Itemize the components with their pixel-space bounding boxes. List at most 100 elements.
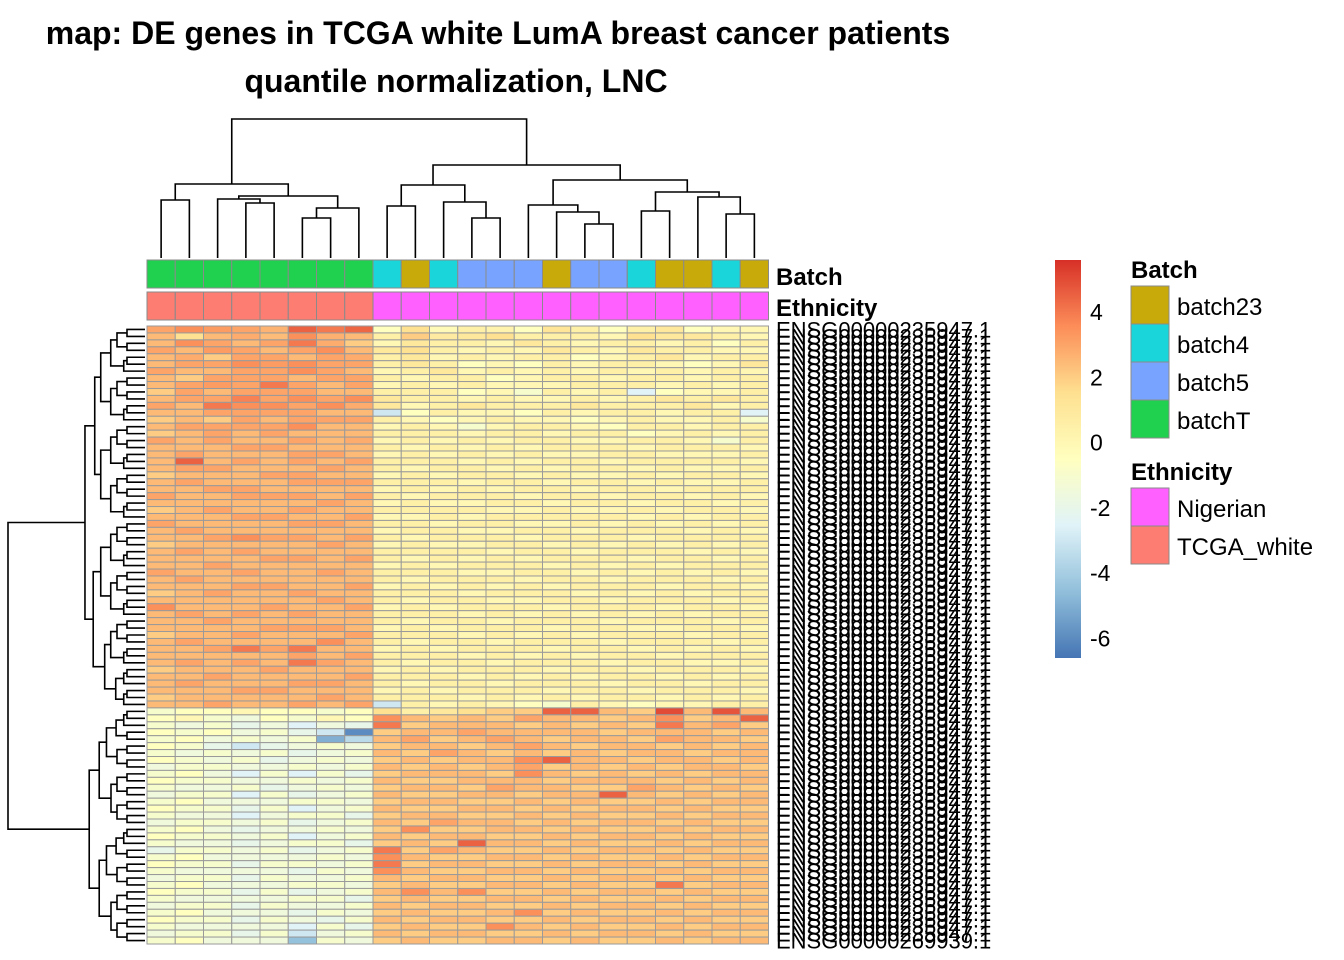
heatmap-cell — [429, 512, 459, 521]
heatmap-cell — [287, 533, 317, 542]
row-label: ENSG00000235947.1 — [776, 866, 991, 891]
heatmap-cell — [429, 610, 459, 619]
heatmap-cell — [259, 762, 289, 771]
heatmap-cell — [626, 450, 656, 459]
heatmap-cell — [655, 429, 685, 438]
heatmap-cell — [570, 387, 600, 396]
heatmap-cell — [203, 881, 233, 889]
heatmap-cell — [174, 742, 204, 751]
heatmap-cell — [429, 860, 459, 869]
heatmap-cell — [174, 429, 204, 438]
color-tick-label: -2 — [1090, 495, 1110, 521]
heatmap-cell — [626, 769, 656, 778]
heatmap-cell — [231, 596, 261, 605]
heatmap-cell — [174, 568, 204, 577]
heatmap-cell — [203, 846, 233, 855]
heatmap-cell — [344, 582, 374, 591]
ethnicity-annotation-cell — [344, 291, 374, 321]
heatmap-cell — [316, 700, 346, 709]
heatmap-cell — [570, 693, 600, 702]
heatmap-cell — [485, 693, 515, 702]
heatmap-cell — [542, 936, 572, 945]
heatmap-cell — [287, 575, 317, 584]
heatmap-cell — [683, 929, 713, 938]
heatmap-cell — [513, 665, 543, 674]
heatmap-cell — [542, 929, 572, 938]
heatmap-cell — [683, 353, 713, 362]
heatmap-cell — [683, 707, 713, 716]
heatmap-cell — [626, 457, 656, 466]
heatmap-cell — [231, 374, 261, 383]
heatmap-cell — [372, 603, 402, 612]
row-label: ENSG00000235947.1 — [776, 616, 991, 641]
heatmap-cell — [259, 332, 289, 341]
heatmap-cell — [372, 783, 402, 792]
heatmap-cell — [457, 499, 487, 508]
heatmap-cell — [626, 922, 656, 931]
heatmap-cell — [457, 436, 487, 445]
heatmap-cell — [513, 624, 543, 633]
heatmap-cell — [542, 901, 572, 910]
dendrogram-link — [126, 918, 145, 928]
heatmap-cell — [203, 901, 233, 910]
heatmap-cell — [683, 367, 713, 376]
heatmap-cell — [146, 596, 176, 605]
heatmap-cell — [400, 936, 430, 945]
heatmap-cell — [513, 735, 543, 744]
heatmap-cell — [598, 846, 628, 855]
heatmap-cell — [287, 471, 317, 480]
heatmap-cell — [174, 526, 204, 535]
heatmap-cell — [203, 381, 233, 389]
heatmap-cell — [429, 547, 459, 556]
heatmap-cell — [344, 915, 374, 924]
batch-annotation-cell — [513, 259, 543, 289]
heatmap-cell — [626, 790, 656, 799]
heatmap-cell — [400, 568, 430, 577]
heatmap-cell — [485, 478, 515, 487]
heatmap-cell — [570, 776, 600, 785]
heatmap-cell — [203, 672, 233, 681]
heatmap-cell — [626, 436, 656, 445]
heatmap-cell — [711, 936, 741, 945]
heatmap-cell — [655, 526, 685, 535]
heatmap-cell — [344, 540, 374, 549]
heatmap-cell — [287, 582, 317, 591]
heatmap-cell — [344, 353, 374, 362]
heatmap-cell — [203, 894, 233, 903]
heatmap-cell — [259, 790, 289, 799]
heatmap-cell — [231, 381, 261, 389]
heatmap-cell — [429, 894, 459, 903]
heatmap-cell — [316, 561, 346, 570]
dendrogram-link — [110, 901, 117, 931]
heatmap-cell — [316, 818, 346, 827]
heatmap-cell — [429, 644, 459, 653]
row-label: ENSG00000235947.1 — [776, 352, 991, 377]
heatmap-cell — [655, 387, 685, 396]
heatmap-cell — [626, 839, 656, 848]
heatmap-cell — [513, 353, 543, 362]
heatmap-cell — [683, 499, 713, 508]
heatmap-cell — [513, 936, 543, 945]
heatmap-cell — [485, 846, 515, 855]
row-label: ENSG00000235947.1 — [776, 769, 991, 794]
heatmap-cell — [344, 811, 374, 820]
heatmap-cell — [344, 908, 374, 917]
heatmap-cell — [372, 707, 402, 716]
heatmap-cell — [626, 422, 656, 431]
heatmap-cell — [457, 624, 487, 633]
heatmap-cell — [400, 887, 430, 896]
heatmap-cell — [344, 894, 374, 903]
heatmap-cell — [626, 610, 656, 619]
heatmap-cell — [485, 929, 515, 938]
heatmap-cell — [203, 443, 233, 452]
heatmap-cell — [259, 464, 289, 473]
heatmap-cell — [231, 700, 261, 709]
heatmap-cell — [711, 811, 741, 820]
heatmap-cell — [231, 756, 261, 764]
heatmap-cell — [598, 749, 628, 758]
heatmap-cell — [739, 415, 769, 424]
heatmap-cell — [457, 478, 487, 487]
heatmap-cell — [542, 839, 572, 848]
heatmap-cell — [570, 512, 600, 521]
